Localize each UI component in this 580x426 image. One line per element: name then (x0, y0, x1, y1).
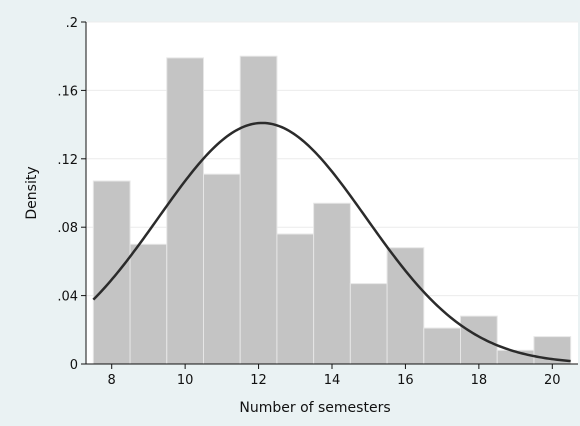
y-tick-label: .2 (66, 16, 78, 31)
histogram-bar (349, 283, 388, 365)
histogram-bars (92, 55, 572, 365)
y-tick-label: .16 (57, 84, 78, 99)
y-axis-label: Density (24, 166, 40, 219)
normal-density-curve (92, 121, 571, 363)
histogram-bar (239, 55, 278, 365)
histogram-bar (313, 202, 351, 365)
histogram-bar (386, 247, 425, 365)
histogram-bar (460, 315, 498, 365)
x-tick-label: 8 (108, 373, 116, 388)
y-axis-ticks: 0 .04 .08 .12 .16 .2 (57, 16, 86, 373)
x-axis-ticks: 8 10 12 14 16 18 20 (108, 364, 561, 388)
x-tick-label: 16 (397, 373, 414, 388)
histogram-bar (276, 233, 315, 365)
x-axis-label: Number of semesters (239, 400, 390, 416)
x-tick-label: 20 (544, 373, 561, 388)
histogram-bar (423, 327, 462, 365)
x-tick-label: 12 (250, 373, 267, 388)
x-tick-label: 14 (324, 373, 341, 388)
y-tick-label: .08 (57, 221, 78, 236)
histogram-bar (129, 243, 168, 365)
y-tick-label: .04 (57, 290, 78, 305)
y-tick-label: 0 (70, 358, 78, 373)
histogram-bar (166, 57, 204, 365)
y-tick-label: .12 (57, 153, 78, 168)
x-tick-label: 10 (177, 373, 194, 388)
histogram-bar (202, 173, 241, 365)
histogram-bar (92, 180, 131, 365)
x-tick-label: 18 (471, 373, 488, 388)
